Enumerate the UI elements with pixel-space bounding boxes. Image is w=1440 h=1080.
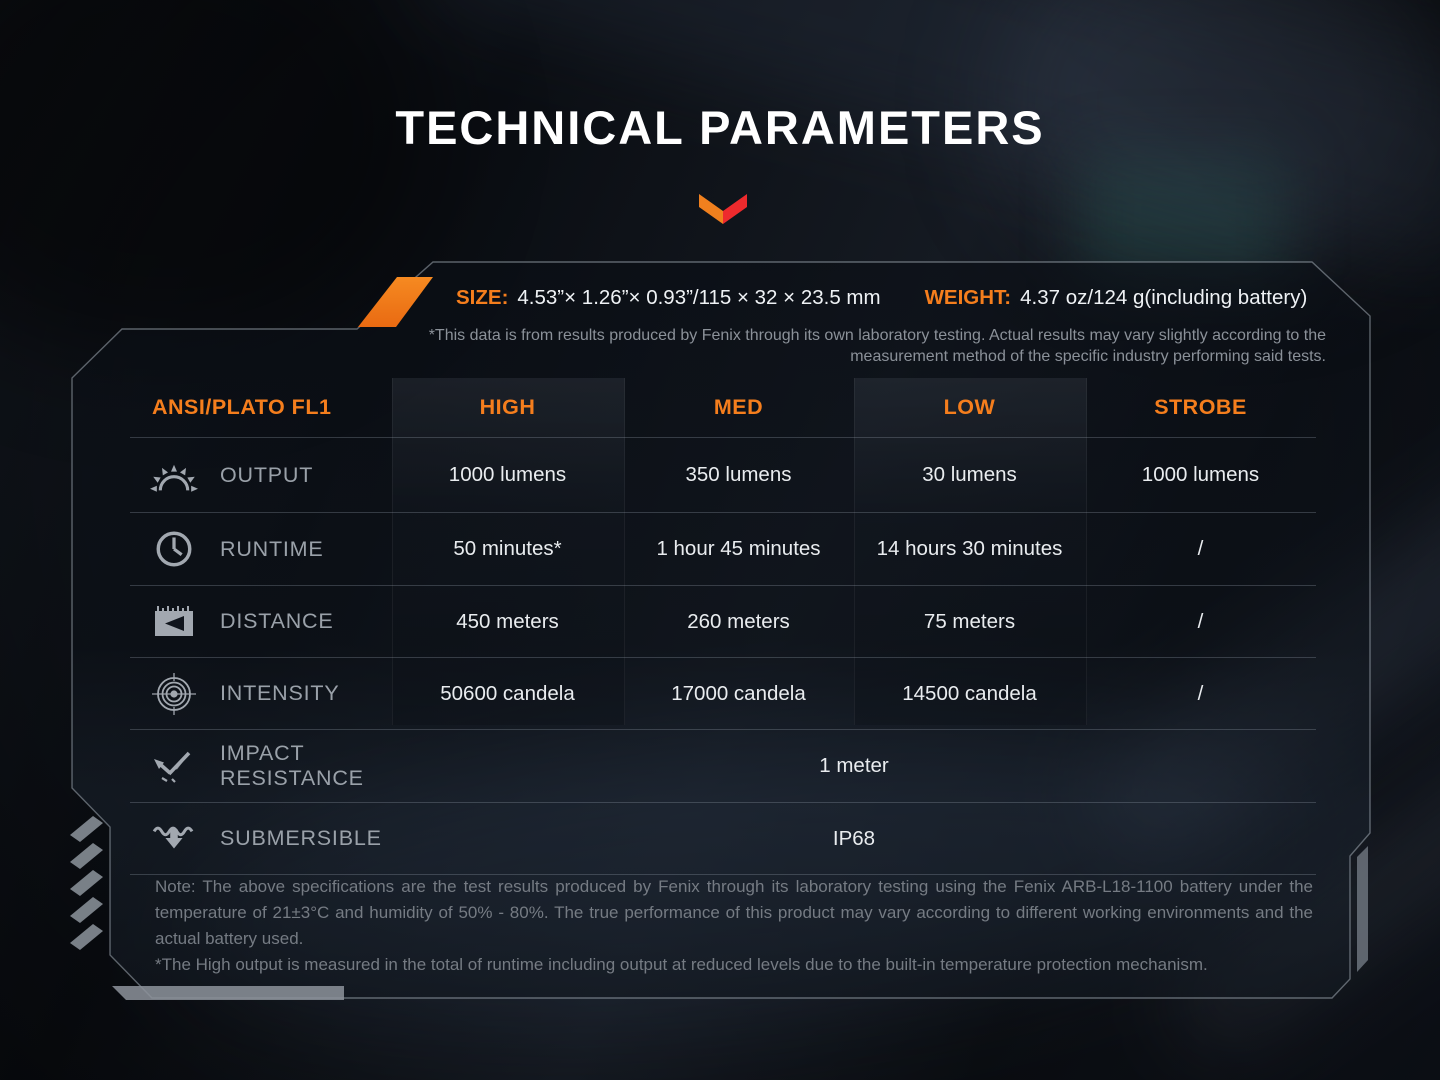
bottom-accent-bar	[112, 986, 344, 1000]
right-accent-bar	[1357, 846, 1368, 972]
size-weight-line: SIZE: 4.53”× 1.26”× 0.93”/115 × 32 × 23.5…	[456, 286, 1307, 310]
submersible-icon	[150, 821, 198, 857]
footnote-asterisk: *The High output is measured in the tota…	[155, 955, 1208, 974]
row-label: DISTANCE	[220, 609, 334, 633]
cell-value: 75 meters	[923, 609, 1016, 633]
table-row: IMPACT RESISTANCE 1 meter	[130, 729, 1316, 802]
table-row: DISTANCE 450 meters 260 meters 75 meters…	[130, 585, 1316, 657]
header-ansi: ANSI/PLATO FL1	[152, 395, 332, 419]
cell-value: 30 lumens	[922, 463, 1017, 486]
size-spec: SIZE: 4.53”× 1.26”× 0.93”/115 × 32 × 23.5…	[456, 286, 881, 310]
row-label: OUTPUT	[220, 462, 314, 487]
size-value: 4.53”× 1.26”× 0.93”/115 × 32 × 23.5 mm	[517, 286, 881, 309]
cell-value: 350 lumens	[685, 463, 792, 486]
row-label: INTENSITY	[220, 681, 340, 705]
column-band-high	[392, 378, 625, 725]
cell-value: IP68	[832, 826, 876, 850]
cell-value: 14500 candela	[902, 681, 1037, 705]
table-row: INTENSITY 50600 candela 17000 candela 14…	[130, 657, 1316, 729]
hazard-stripes	[70, 816, 103, 950]
cell-value: 17000 candela	[671, 681, 806, 705]
orange-accent	[358, 277, 433, 327]
runtime-icon	[150, 528, 198, 570]
distance-icon	[150, 602, 198, 642]
cell-value: 1000 lumens	[1141, 463, 1260, 486]
cell-value: 450 meters	[456, 609, 559, 633]
row-label: RUNTIME	[220, 536, 324, 561]
header-med: MED	[713, 395, 764, 419]
header-strobe: STROBE	[1154, 395, 1247, 419]
cell-value: /	[1197, 681, 1204, 705]
chevron-down-icon	[699, 194, 747, 224]
spec-table: ANSI/PLATO FL1 HIGH MED LOW STROBE	[130, 378, 1316, 875]
table-row: RUNTIME 50 minutes* 1 hour 45 minutes 14…	[130, 512, 1316, 585]
cell-value: 1 hour 45 minutes	[656, 537, 821, 560]
header-low: LOW	[943, 395, 996, 419]
cell-value: /	[1197, 609, 1204, 633]
lab-disclaimer: *This data is from results produced by F…	[428, 327, 1326, 365]
cell-value: 260 meters	[687, 609, 790, 633]
footnote-main: Note: The above specifications are the t…	[155, 877, 1313, 948]
background-screen-glow	[1080, 150, 1290, 280]
column-band-low	[854, 378, 1087, 725]
table-row: SUBMERSIBLE IP68	[130, 802, 1316, 875]
cell-value: /	[1197, 537, 1204, 560]
footnote: Note: The above specifications are the t…	[155, 874, 1313, 978]
weight-label: WEIGHT:	[924, 286, 1012, 309]
row-label: SUBMERSIBLE	[220, 826, 382, 850]
cell-value: 14 hours 30 minutes	[876, 537, 1063, 560]
row-label: IMPACT RESISTANCE	[220, 741, 364, 790]
table-header-row: ANSI/PLATO FL1 HIGH MED LOW STROBE	[130, 378, 1316, 437]
output-icon	[150, 454, 198, 496]
table-row: OUTPUT 1000 lumens 350 lumens 30 lumens …	[130, 437, 1316, 512]
intensity-icon	[150, 672, 198, 716]
impact-resistance-icon	[150, 745, 198, 787]
cell-value: 50 minutes*	[453, 537, 562, 560]
cell-value: 1 meter	[819, 754, 889, 777]
page-title: TECHNICAL PARAMETERS	[395, 101, 1045, 154]
header-high: HIGH	[479, 395, 536, 419]
size-label: SIZE:	[456, 286, 509, 309]
weight-value: 4.37 oz/124 g(including battery)	[1020, 286, 1308, 309]
cell-value: 1000 lumens	[448, 463, 567, 486]
cell-value: 50600 candela	[440, 681, 575, 705]
weight-spec: WEIGHT: 4.37 oz/124 g(including battery)	[925, 286, 1308, 310]
